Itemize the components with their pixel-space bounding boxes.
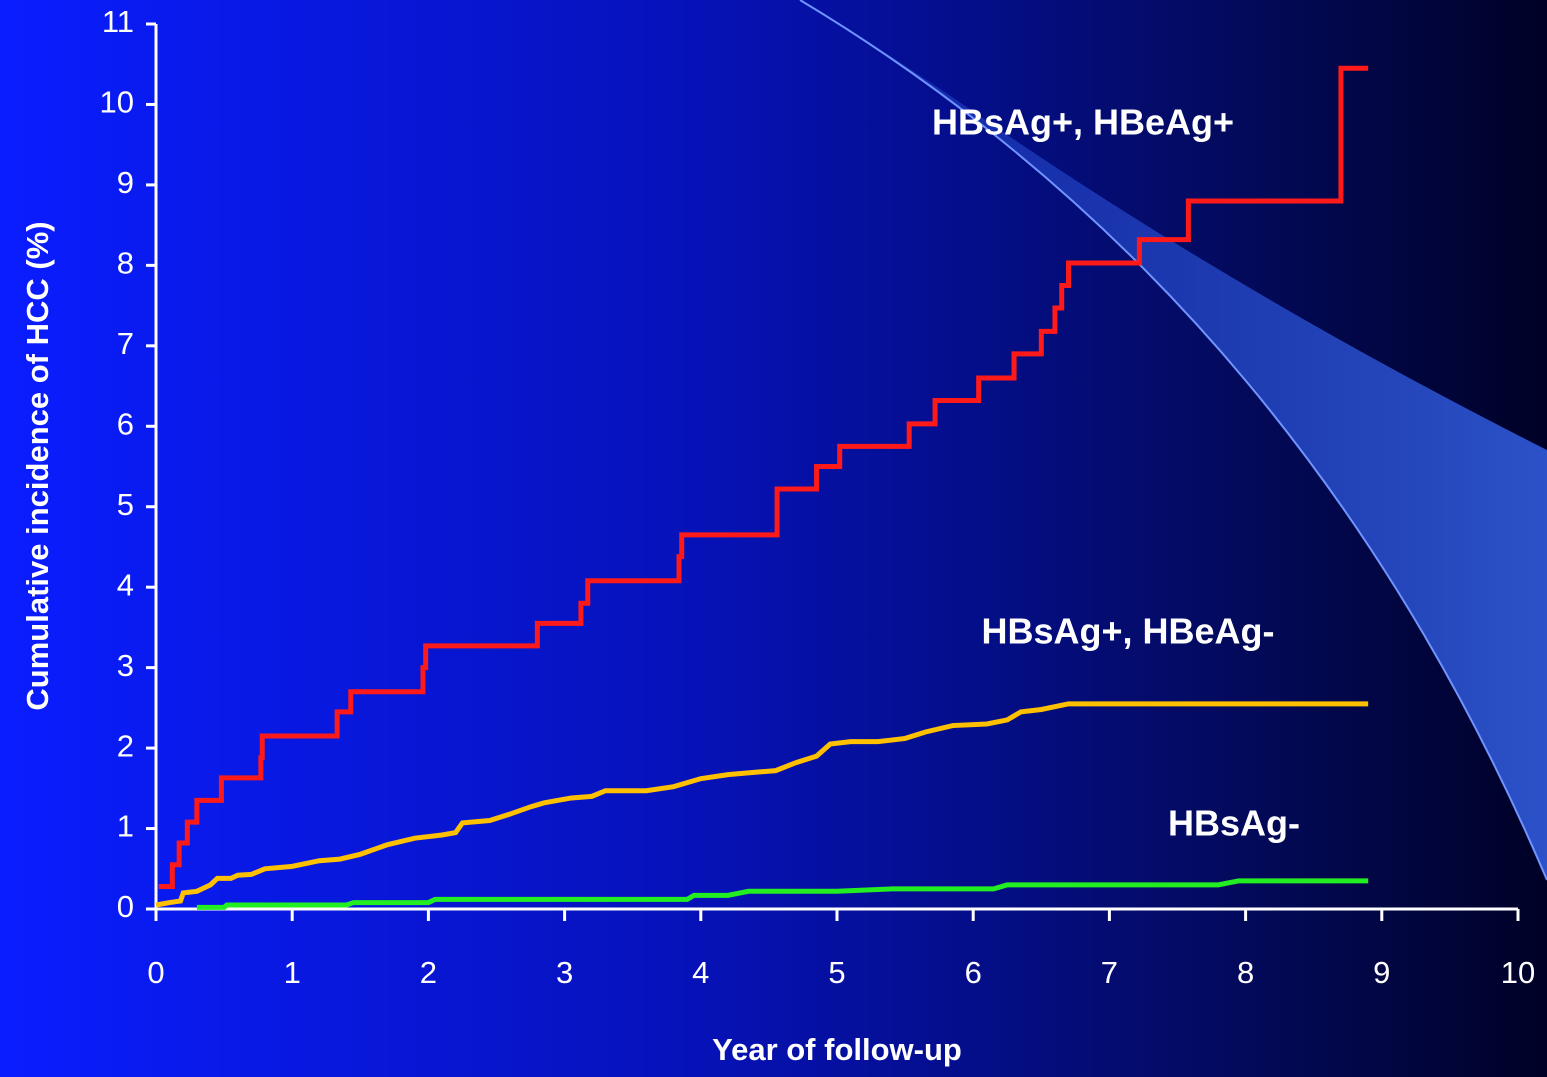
background (0, 0, 1547, 1077)
x-tick-label: 7 (1101, 955, 1118, 990)
y-tick-label: 5 (117, 487, 134, 522)
y-tick-label: 9 (117, 165, 134, 200)
y-tick-label: 3 (117, 648, 134, 683)
x-tick-label: 6 (965, 955, 982, 990)
y-tick-label: 8 (117, 246, 134, 281)
y-axis-title: Cumulative incidence of HCC (%) (20, 221, 55, 710)
x-tick-label: 5 (828, 955, 845, 990)
x-tick-label: 3 (556, 955, 573, 990)
y-tick-label: 0 (117, 889, 134, 924)
x-axis-title: Year of follow-up (712, 1032, 962, 1067)
x-tick-label: 9 (1373, 955, 1390, 990)
x-tick-label: 2 (420, 955, 437, 990)
y-tick-label: 4 (117, 567, 134, 602)
chart: Year of follow-up Cumulative incidence o… (0, 0, 1547, 1077)
x-tick-label: 8 (1237, 955, 1254, 990)
y-tick-label: 7 (117, 326, 134, 361)
y-tick-label: 11 (102, 4, 134, 39)
y-tick-label: 1 (117, 809, 134, 844)
x-tick-label: 10 (1501, 955, 1535, 990)
series-label: HBsAg+, HBeAg+ (932, 102, 1234, 143)
x-tick-label: 4 (692, 955, 709, 990)
x-tick-label: 1 (284, 955, 301, 990)
y-tick-label: 2 (117, 728, 134, 763)
series-label: HBsAg- (1168, 803, 1300, 844)
series-label: HBsAg+, HBeAg- (981, 611, 1274, 652)
y-tick-label: 10 (100, 85, 134, 120)
x-tick-label: 0 (147, 955, 164, 990)
y-tick-label: 6 (117, 406, 134, 441)
